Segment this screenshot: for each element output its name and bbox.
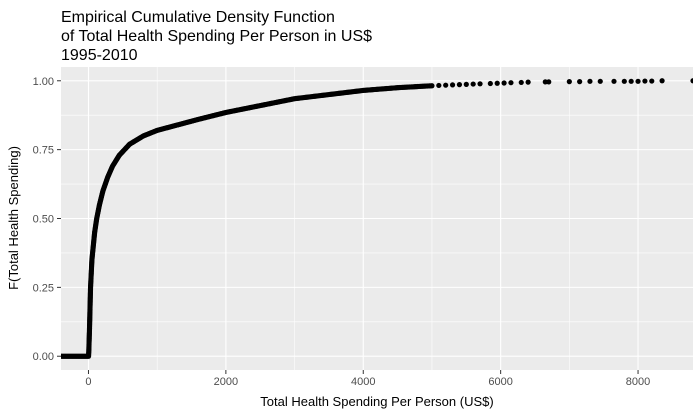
x-tick-label: 4000 — [351, 376, 375, 388]
data-point — [456, 82, 463, 88]
x-tick-label: 8000 — [626, 376, 650, 388]
data-point — [642, 78, 648, 84]
data-point — [628, 78, 634, 84]
y-tick-label: 1.00 — [33, 76, 54, 88]
data-point — [429, 83, 435, 89]
y-tick-label: 0.25 — [33, 282, 54, 294]
data-point — [508, 80, 514, 86]
data-point — [690, 78, 693, 84]
x-tick-label: 2000 — [214, 376, 238, 388]
data-point — [463, 81, 469, 87]
y-tick-label: 0.00 — [33, 351, 54, 363]
y-tick-label: 0.50 — [33, 214, 54, 226]
data-point — [611, 78, 617, 84]
title-line-3: 1995-2010 — [61, 47, 138, 64]
data-points — [61, 78, 693, 359]
data-point — [635, 78, 641, 84]
data-point — [501, 80, 507, 86]
title-line-1: Empirical Cumulative Density Function — [61, 9, 335, 26]
x-tick-label: 0 — [85, 376, 91, 388]
data-point — [494, 80, 500, 86]
data-point — [587, 78, 593, 84]
data-point — [470, 81, 476, 87]
data-point — [449, 82, 456, 88]
x-axis-title: Total Health Spending Per Person (US$) — [260, 394, 493, 409]
major-gridlines — [61, 67, 693, 370]
y-axis-title: F(Total Health Spending) — [6, 146, 21, 290]
data-point — [597, 78, 603, 84]
data-point — [477, 81, 483, 87]
data-point — [518, 79, 524, 86]
data-point — [546, 79, 552, 85]
data-point — [659, 78, 665, 84]
data-point — [566, 78, 572, 85]
data-point — [436, 82, 442, 89]
data-point — [443, 82, 449, 88]
title-line-2: of Total Health Spending Per Person in U… — [61, 28, 372, 45]
y-axis-ticks: 0.00 0.25 0.50 0.75 1.00 — [33, 76, 61, 363]
data-point — [577, 78, 583, 85]
data-point — [621, 78, 627, 84]
data-point — [649, 78, 655, 84]
x-axis-ticks: 0 2000 4000 6000 8000 — [85, 370, 650, 388]
data-point — [487, 80, 493, 87]
data-point — [525, 79, 531, 85]
chart-title: Empirical Cumulative Density Function of… — [61, 9, 372, 64]
x-tick-label: 6000 — [488, 376, 512, 388]
y-tick-label: 0.75 — [33, 145, 54, 157]
